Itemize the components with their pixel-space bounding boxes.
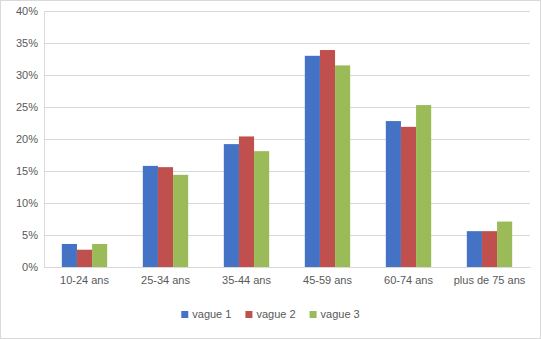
bars <box>62 50 512 267</box>
grid-line <box>44 235 530 236</box>
legend-label: vague 2 <box>256 308 295 320</box>
legend-item: vague 1 <box>181 308 231 320</box>
bar <box>497 222 512 267</box>
bar <box>254 151 269 267</box>
bar <box>143 166 158 267</box>
x-tick-label: 60-74 ans <box>384 274 433 286</box>
y-tick: 5% <box>22 229 44 241</box>
bar <box>173 175 188 267</box>
bar <box>335 65 350 267</box>
x-tick-label: 35-44 ans <box>222 274 271 286</box>
y-tick: 20% <box>16 133 44 145</box>
y-tick: 25% <box>16 101 44 113</box>
bar <box>158 167 173 267</box>
grid-line <box>44 203 530 204</box>
grid-line <box>44 43 530 44</box>
y-tick-label: 25% <box>16 101 38 113</box>
x-tick: 45-59 ans <box>303 267 352 286</box>
y-tick: 35% <box>16 37 44 49</box>
y-tick: 40% <box>16 5 44 17</box>
x-tick-label: plus de 75 ans <box>454 274 526 286</box>
grid-line <box>44 107 530 108</box>
legend-label: vague 3 <box>321 308 360 320</box>
y-tick-label: 15% <box>16 165 38 177</box>
y-tick-label: 30% <box>16 69 38 81</box>
grid-line <box>44 75 530 76</box>
grid-line <box>44 139 530 140</box>
bar <box>467 231 482 267</box>
grid-line <box>44 267 530 268</box>
bar <box>320 50 335 267</box>
y-tick-label: 10% <box>16 197 38 209</box>
bar <box>77 250 92 267</box>
y-axis: 0% 5% 10% 15% 20% 25% 30% 35% 40% <box>16 5 45 273</box>
bar <box>239 136 254 267</box>
x-axis-line <box>45 267 531 268</box>
grid-line <box>44 171 530 172</box>
x-tick: 25-34 ans <box>141 267 190 286</box>
y-tick-label: 0% <box>22 261 38 273</box>
x-tick: 35-44 ans <box>222 267 271 286</box>
y-tick: 10% <box>16 197 44 209</box>
bar <box>482 231 497 267</box>
bar <box>224 144 239 267</box>
bar <box>305 56 320 267</box>
x-axis: 10-24 ans 25-34 ans 35-44 ans 45-59 ans 60-7… <box>45 267 531 286</box>
grid-line <box>44 11 530 12</box>
y-tick-label: 20% <box>16 133 38 145</box>
bar <box>62 244 77 267</box>
bar <box>401 127 416 267</box>
x-tick: 60-74 ans <box>384 267 433 286</box>
legend-swatch <box>310 311 317 318</box>
bar <box>386 121 401 267</box>
bar <box>416 105 431 267</box>
y-tick-label: 40% <box>16 5 38 17</box>
y-tick: 15% <box>16 165 44 177</box>
grid <box>44 12 530 268</box>
legend-item: vague 3 <box>310 308 360 320</box>
x-tick: plus de 75 ans <box>454 267 526 286</box>
chart: 0% 5% 10% 15% 20% 25% 30% 35% 40% 10-24 ans 25-34 … <box>0 0 541 339</box>
y-tick: 30% <box>16 69 44 81</box>
x-tick-label: 25-34 ans <box>141 274 190 286</box>
legend-swatch <box>245 311 252 318</box>
y-tick-label: 5% <box>22 229 38 241</box>
y-tick-label: 35% <box>16 37 38 49</box>
legend-label: vague 1 <box>192 308 231 320</box>
bar <box>92 244 107 267</box>
legend-swatch <box>181 311 188 318</box>
chart-frame <box>1 1 541 339</box>
x-tick-label: 10-24 ans <box>60 274 109 286</box>
y-tick: 0% <box>22 261 44 273</box>
y-axis-line <box>44 12 45 268</box>
x-tick: 10-24 ans <box>60 267 109 286</box>
x-tick-label: 45-59 ans <box>303 274 352 286</box>
legend-item: vague 2 <box>245 308 295 320</box>
legend: vague 1 vague 2 vague 3 <box>181 308 359 320</box>
